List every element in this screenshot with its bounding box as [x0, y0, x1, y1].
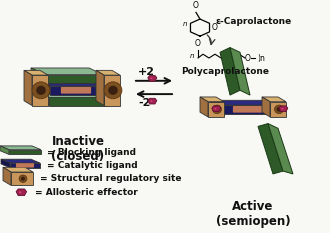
- Text: -2: -2: [138, 98, 150, 108]
- Polygon shape: [11, 172, 33, 185]
- Polygon shape: [200, 97, 224, 102]
- Polygon shape: [208, 102, 224, 117]
- Polygon shape: [268, 123, 293, 174]
- Polygon shape: [96, 70, 104, 106]
- Polygon shape: [24, 70, 48, 75]
- Polygon shape: [279, 106, 288, 112]
- Text: Inactive
(closed): Inactive (closed): [51, 135, 105, 163]
- Circle shape: [275, 105, 283, 113]
- Circle shape: [108, 86, 118, 95]
- Text: = Structural regulatory site: = Structural regulatory site: [40, 174, 182, 183]
- Polygon shape: [9, 150, 41, 154]
- FancyBboxPatch shape: [61, 87, 91, 94]
- Text: = Allosteric effector: = Allosteric effector: [35, 188, 138, 197]
- Polygon shape: [1, 159, 40, 163]
- Polygon shape: [96, 70, 120, 75]
- Polygon shape: [148, 98, 157, 104]
- Polygon shape: [49, 97, 107, 106]
- Circle shape: [32, 82, 50, 99]
- Polygon shape: [3, 167, 33, 172]
- Polygon shape: [31, 68, 45, 83]
- FancyBboxPatch shape: [233, 106, 263, 113]
- Text: )n: )n: [257, 54, 265, 62]
- Ellipse shape: [19, 192, 21, 193]
- Text: Polycaprolactone: Polycaprolactone: [181, 67, 269, 75]
- Polygon shape: [35, 91, 49, 106]
- Polygon shape: [210, 100, 274, 105]
- Polygon shape: [3, 167, 11, 185]
- Text: O: O: [212, 23, 218, 32]
- Text: n: n: [189, 53, 194, 59]
- Polygon shape: [212, 106, 221, 112]
- Circle shape: [36, 86, 46, 95]
- Polygon shape: [0, 146, 41, 150]
- Circle shape: [21, 177, 25, 181]
- Ellipse shape: [150, 78, 152, 79]
- Polygon shape: [36, 79, 102, 86]
- Polygon shape: [104, 75, 120, 106]
- Polygon shape: [230, 48, 250, 95]
- Polygon shape: [222, 105, 274, 114]
- Polygon shape: [31, 68, 103, 75]
- Polygon shape: [16, 189, 27, 195]
- Ellipse shape: [214, 108, 216, 110]
- Text: ε-Caprolactone: ε-Caprolactone: [215, 17, 291, 26]
- Polygon shape: [35, 91, 107, 97]
- Circle shape: [104, 82, 122, 99]
- Polygon shape: [262, 97, 270, 117]
- Ellipse shape: [281, 108, 283, 110]
- Polygon shape: [200, 97, 208, 117]
- Ellipse shape: [150, 100, 152, 102]
- Polygon shape: [10, 163, 40, 168]
- Text: = Blocking ligand: = Blocking ligand: [47, 147, 136, 157]
- Polygon shape: [258, 123, 283, 174]
- FancyBboxPatch shape: [16, 163, 34, 168]
- Circle shape: [19, 175, 27, 182]
- Text: O: O: [193, 0, 199, 10]
- Polygon shape: [32, 75, 48, 106]
- Text: O: O: [195, 38, 201, 48]
- Polygon shape: [45, 75, 103, 83]
- Text: = Catalytic ligand: = Catalytic ligand: [47, 161, 138, 170]
- Polygon shape: [148, 75, 157, 81]
- Polygon shape: [24, 70, 32, 106]
- Text: n: n: [182, 21, 187, 27]
- Circle shape: [214, 107, 219, 112]
- Polygon shape: [0, 146, 9, 154]
- Polygon shape: [50, 86, 102, 95]
- Text: O: O: [245, 54, 251, 62]
- Polygon shape: [262, 97, 286, 102]
- Polygon shape: [1, 159, 10, 168]
- Text: +2: +2: [138, 67, 155, 77]
- Polygon shape: [220, 48, 240, 95]
- Circle shape: [277, 107, 281, 112]
- Text: Active
(semiopen): Active (semiopen): [216, 200, 290, 228]
- Polygon shape: [270, 102, 286, 117]
- Polygon shape: [36, 79, 50, 95]
- Circle shape: [213, 105, 221, 113]
- Polygon shape: [210, 100, 222, 114]
